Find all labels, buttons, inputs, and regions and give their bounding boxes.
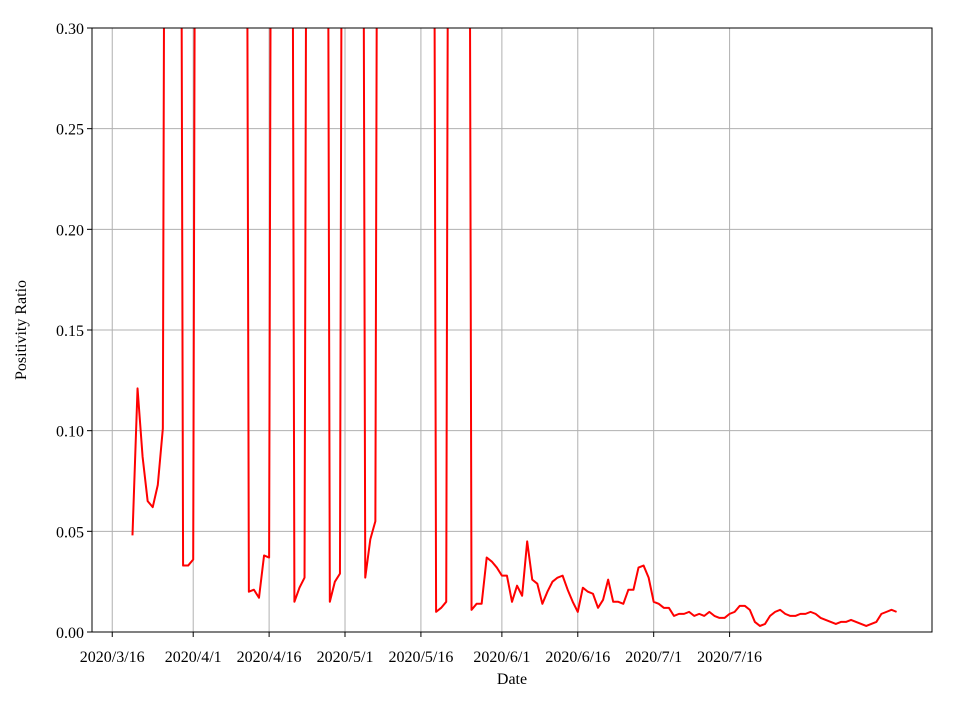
y-tick-label: 0.30 <box>56 21 84 38</box>
x-tick-label: 2020/3/16 <box>80 649 145 666</box>
x-tick-label: 2020/4/1 <box>165 649 222 666</box>
data-line <box>131 28 897 627</box>
y-tick-label: 0.20 <box>56 222 84 239</box>
y-tick-label: 0.15 <box>56 323 84 340</box>
x-tick-label: 2020/4/16 <box>237 649 302 666</box>
y-axis-label: Positivity Ratio <box>13 280 30 380</box>
x-tick-label: 2020/5/1 <box>317 649 374 666</box>
y-tick-label: 0.00 <box>56 625 84 642</box>
x-tick-label: 2020/7/16 <box>697 649 762 666</box>
x-tick-label: 2020/5/16 <box>388 649 453 666</box>
x-axis-label: Date <box>497 671 527 688</box>
x-tick-label: 2020/7/1 <box>625 649 682 666</box>
y-tick-label: 0.10 <box>56 424 84 441</box>
x-tick-label: 2020/6/16 <box>545 649 610 666</box>
x-tick-label: 2020/6/1 <box>473 649 530 666</box>
y-tick-label: 0.05 <box>56 524 84 541</box>
y-tick-label: 0.25 <box>56 122 84 139</box>
